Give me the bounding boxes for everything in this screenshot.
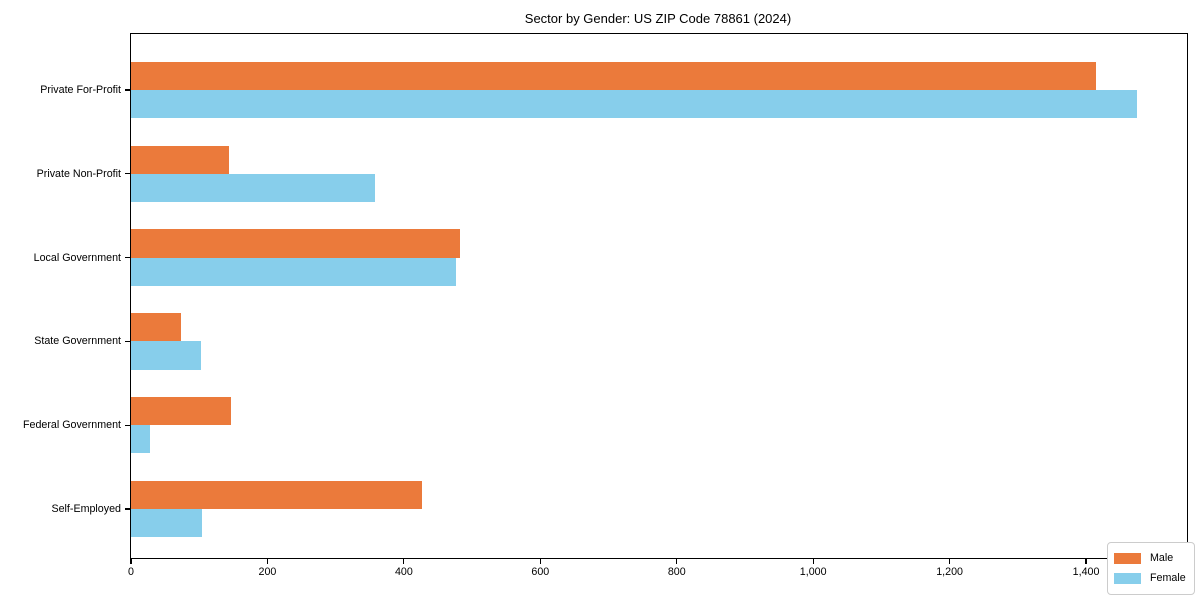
- y-tick-self-employed: [125, 508, 130, 510]
- male-color-swatch: [1114, 552, 1141, 564]
- y-tick-label-private-non-profit: Private Non-Profit: [36, 167, 121, 180]
- chart-title: Sector by Gender: US ZIP Code 78861 (202…: [524, 11, 792, 26]
- bar-female-state-government: [131, 341, 202, 370]
- x-tick-label-1200: 1,200: [936, 566, 963, 578]
- x-tick-400: [403, 559, 405, 564]
- y-tick-state-government: [125, 340, 130, 342]
- legend-label-female: Female: [1150, 572, 1186, 584]
- plot-area: Private For-Profit Private Non-Profit Loca…: [23, 33, 1188, 578]
- x-tick-label-400: 400: [394, 566, 413, 578]
- y-tick-private-for-profit: [125, 89, 130, 91]
- x-tick-200: [266, 559, 269, 564]
- y-tick-label-state-government: State Government: [34, 335, 121, 348]
- bar-male-state-government: [131, 313, 182, 342]
- y-tick-label-private-for-profit: Private For-Profit: [40, 84, 121, 96]
- x-tick-0: [130, 559, 132, 564]
- bar-female-federal-government: [131, 425, 151, 454]
- bar-male-private-for-profit: [131, 61, 1096, 90]
- bar-female-self-employed: [131, 509, 202, 538]
- y-tick-local-government: [125, 257, 130, 259]
- x-tick-800: [676, 559, 678, 564]
- x-tick-1200: [949, 559, 951, 564]
- x-tick-label-800: 800: [667, 566, 686, 578]
- x-tick-600: [539, 559, 541, 564]
- bar-male-private-non-profit: [131, 145, 229, 174]
- bar-female-private-for-profit: [131, 90, 1137, 119]
- y-tick-label-federal-government: Federal Government: [22, 419, 121, 432]
- x-tick-1400: [1085, 559, 1087, 564]
- x-tick-label-1000: 1,000: [799, 566, 827, 578]
- y-tick-label-self-employed: Self-Employed: [51, 503, 121, 515]
- female-color-swatch: [1114, 572, 1141, 584]
- legend-label-male: Male: [1150, 552, 1174, 564]
- bar-male-self-employed: [131, 480, 422, 509]
- legend-entry-male: Male: [1114, 548, 1188, 568]
- y-tick-federal-government: [125, 424, 130, 426]
- x-tick-label-1400: 1,400: [1072, 566, 1100, 578]
- bar-female-private-non-profit: [131, 173, 376, 203]
- y-tick-private-non-profit: [125, 173, 130, 175]
- bar-male-local-government: [131, 229, 460, 258]
- bar-male-federal-government: [131, 396, 232, 426]
- x-tick-label-200: 200: [258, 566, 277, 578]
- x-tick-1000: [812, 559, 814, 564]
- legend-entry-female: Female: [1114, 568, 1188, 588]
- x-tick-label-600: 600: [531, 566, 550, 578]
- y-tick-label-local-government: Local Government: [33, 251, 121, 264]
- bar-female-local-government: [131, 257, 457, 286]
- legend-box: Male Female: [1107, 542, 1195, 595]
- x-tick-label-0: 0: [128, 566, 134, 578]
